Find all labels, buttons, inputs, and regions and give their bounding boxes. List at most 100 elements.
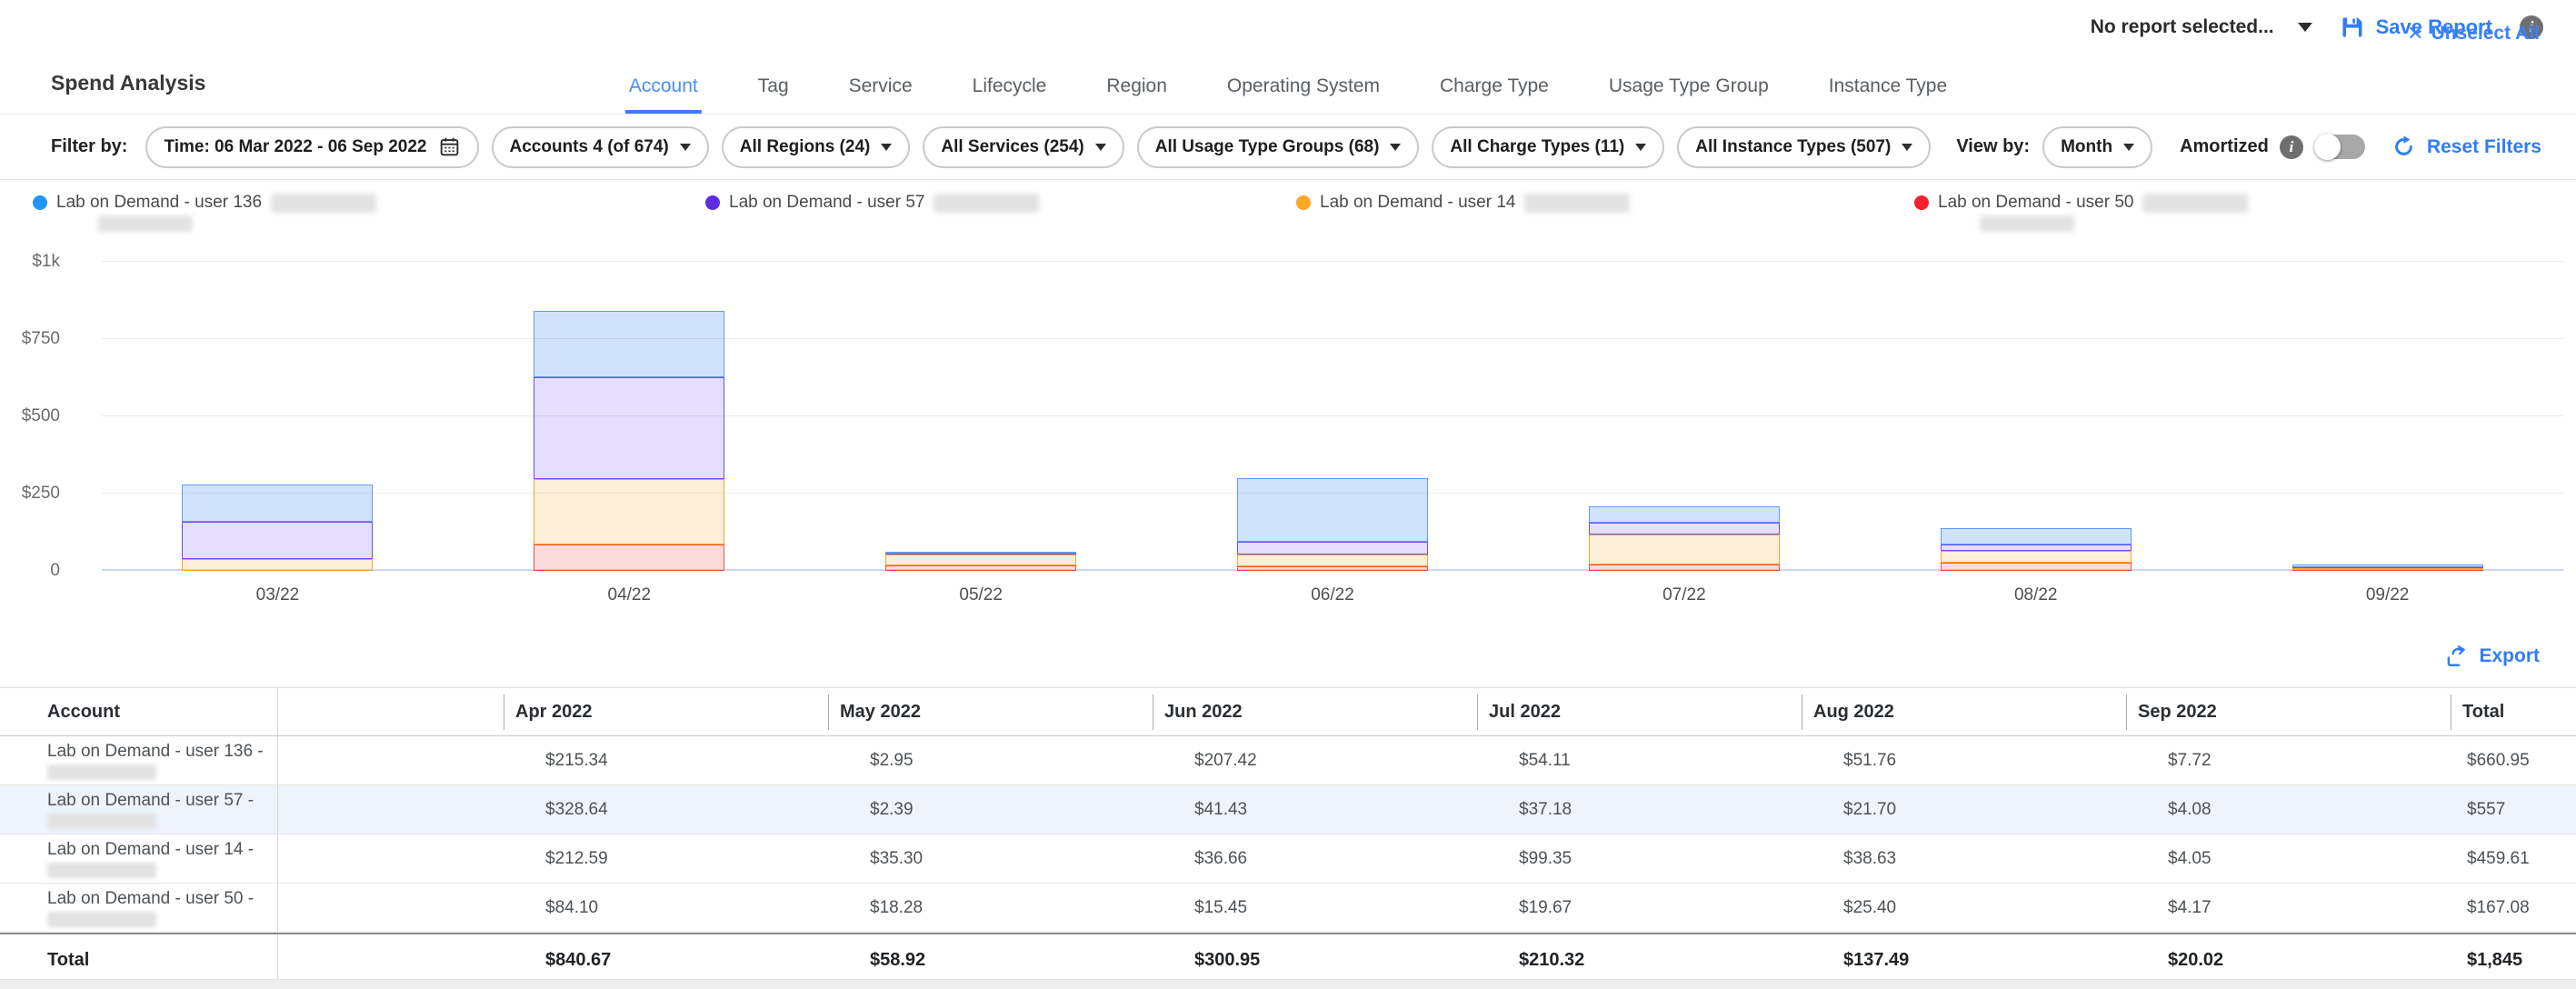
tab-account[interactable]: Account xyxy=(625,75,702,114)
table-header-aug-2022: Aug 2022 xyxy=(1802,694,2126,730)
value-cell: $15.45 xyxy=(1153,898,1477,918)
tab-charge-type[interactable]: Charge Type xyxy=(1436,75,1553,114)
bar-segment-lab-on-demand-user-136[interactable] xyxy=(885,552,1076,554)
table-body: Lab on Demand - user 136 -$215.34$2.95$2… xyxy=(0,736,2576,933)
filter-dropdown-value: All Usage Type Groups (68) xyxy=(1155,137,1380,157)
account-cell: Lab on Demand - user 14 - xyxy=(0,834,278,883)
save-icon xyxy=(2340,15,2365,40)
redacted-text xyxy=(47,863,156,878)
horizontal-scrollbar[interactable] xyxy=(0,979,2576,989)
bar-segment-lab-on-demand-user-57[interactable] xyxy=(1589,523,1780,534)
filter-dropdown-all-usage-type-groups-68[interactable]: All Usage Type Groups (68) xyxy=(1137,126,1420,168)
x-tick-label: 09/22 xyxy=(2212,585,2563,605)
report-selector-dropdown[interactable]: No report selected... xyxy=(2091,16,2312,38)
export-icon xyxy=(2444,644,2468,668)
legend-item-toggle[interactable]: Lab on Demand - user 50 xyxy=(1914,193,2576,213)
chevron-down-icon xyxy=(2123,144,2134,151)
report-selector-value: No report selected... xyxy=(2091,16,2274,38)
time-range-filter[interactable]: Time: 06 Mar 2022 - 06 Sep 2022 xyxy=(145,126,478,168)
legend-item-toggle[interactable]: Lab on Demand - user 57 xyxy=(705,193,1296,213)
bar-segment-lab-on-demand-user-14[interactable] xyxy=(534,479,724,544)
legend-item-toggle[interactable]: Lab on Demand - user 136 xyxy=(33,193,705,213)
bar-segment-lab-on-demand-user-14[interactable] xyxy=(1237,554,1428,565)
filter-dropdown-accounts-4-of-674[interactable]: Accounts 4 (of 674) xyxy=(492,126,709,168)
redacted-text xyxy=(47,814,156,829)
bar-segment-lab-on-demand-user-136[interactable] xyxy=(1237,478,1428,543)
filter-dropdown-all-regions-24[interactable]: All Regions (24) xyxy=(722,126,911,168)
value-cell: $4.08 xyxy=(2126,800,2451,820)
bar-segment-lab-on-demand-user-14[interactable] xyxy=(1589,534,1780,565)
tab-service[interactable]: Service xyxy=(845,75,916,114)
tab-usage-type-group[interactable]: Usage Type Group xyxy=(1605,75,1772,114)
bar-segment-lab-on-demand-user-50[interactable] xyxy=(534,544,724,571)
bar-segment-lab-on-demand-user-14[interactable] xyxy=(885,554,1076,565)
bar-segment-lab-on-demand-user-50[interactable] xyxy=(1941,563,2132,571)
value-cell: $25.40 xyxy=(1802,898,2126,918)
account-name: Lab on Demand - user 57 - xyxy=(47,791,277,811)
redacted-text xyxy=(47,764,156,780)
amortized-info-icon[interactable]: i xyxy=(2280,135,2303,159)
tab-lifecycle[interactable]: Lifecycle xyxy=(969,75,1051,114)
table-header-label: Aug 2022 xyxy=(1802,694,1894,730)
table-header-apr-2022: Apr 2022 xyxy=(504,694,828,730)
amortized-toggle[interactable] xyxy=(2314,135,2365,159)
chevron-down-icon xyxy=(1390,144,1401,151)
y-tick-label: $1k xyxy=(0,252,60,272)
unselect-all-button[interactable]: ✕ Unselect All xyxy=(2407,22,2540,45)
chevron-down-icon xyxy=(1902,144,1912,151)
filter-dropdown-value: All Services (254) xyxy=(941,137,1083,157)
legend-item-toggle[interactable]: Lab on Demand - user 14 xyxy=(1296,193,1914,213)
tab-operating-system[interactable]: Operating System xyxy=(1223,75,1383,114)
total-value-cell: $300.95 xyxy=(1153,950,1477,971)
bar-segment-lab-on-demand-user-136[interactable] xyxy=(2292,564,2483,567)
table-row-lab-on-demand-user-50: Lab on Demand - user 50 -$84.10$18.28$15… xyxy=(0,884,2576,933)
bar-segment-lab-on-demand-user-50[interactable] xyxy=(1237,566,1428,571)
account-cell: Lab on Demand - user 136 - xyxy=(0,736,278,784)
legend-label: Lab on Demand - user 14 xyxy=(1320,193,1515,213)
bar-segment-lab-on-demand-user-14[interactable] xyxy=(1941,551,2132,563)
export-button[interactable]: Export xyxy=(2444,644,2540,668)
table-header-sep-2022: Sep 2022 xyxy=(2126,694,2451,730)
legend-dot xyxy=(33,195,47,210)
tab-instance-type[interactable]: Instance Type xyxy=(1825,75,1951,114)
export-row: Export xyxy=(0,625,2576,687)
bar-segment-lab-on-demand-user-57[interactable] xyxy=(1941,544,2132,551)
value-cell: $660.95 xyxy=(2451,751,2576,771)
filter-dropdown-all-services-254[interactable]: All Services (254) xyxy=(923,126,1123,168)
tab-region[interactable]: Region xyxy=(1103,75,1171,114)
filter-dropdown-all-instance-types-507[interactable]: All Instance Types (507) xyxy=(1677,126,1931,168)
bar-segment-lab-on-demand-user-136[interactable] xyxy=(1941,528,2132,544)
value-cell: $459.61 xyxy=(2451,849,2576,869)
total-value-cell: $20.02 xyxy=(2126,950,2451,971)
plot-area xyxy=(102,262,2563,571)
bar-segment-lab-on-demand-user-14[interactable] xyxy=(182,559,373,571)
table-header-jul-2022: Jul 2022 xyxy=(1477,694,1802,730)
bar-segment-lab-on-demand-user-50[interactable] xyxy=(885,565,1076,571)
table-row-lab-on-demand-user-57: Lab on Demand - user 57 -$328.64$2.39$41… xyxy=(0,785,2576,834)
reset-filters-button[interactable]: Reset Filters xyxy=(2391,135,2541,159)
spend-chart: $1k$750$500$2500 03/2204/2205/2206/2207/… xyxy=(0,247,2576,625)
value-cell: $557 xyxy=(2451,800,2576,820)
bar-08-22 xyxy=(1860,262,2212,571)
bar-06-22 xyxy=(1157,262,1509,571)
table-header-account: Account xyxy=(0,688,278,735)
filter-dropdown-all-charge-types-11[interactable]: All Charge Types (11) xyxy=(1432,126,1664,168)
bar-segment-lab-on-demand-user-136[interactable] xyxy=(1589,506,1780,523)
y-tick-label: 0 xyxy=(0,561,60,581)
top-bar: No report selected... Save Report i xyxy=(0,0,2576,55)
x-tick-label: 08/22 xyxy=(1860,585,2212,605)
value-cell: $207.42 xyxy=(1153,751,1477,771)
filter-dropdown-value: All Instance Types (507) xyxy=(1695,137,1891,157)
total-label-cell: Total xyxy=(0,934,278,985)
legend-item-lab-on-demand-user-57: Lab on Demand - user 57 xyxy=(705,193,1296,213)
bar-segment-lab-on-demand-user-57[interactable] xyxy=(1237,542,1428,554)
tab-tag[interactable]: Tag xyxy=(754,75,793,114)
view-by-dropdown[interactable]: Month xyxy=(2042,126,2152,168)
bar-segment-lab-on-demand-user-136[interactable] xyxy=(534,311,724,377)
value-cell: $36.66 xyxy=(1153,849,1477,869)
bar-segment-lab-on-demand-user-57[interactable] xyxy=(534,377,724,479)
bar-segment-lab-on-demand-user-57[interactable] xyxy=(182,522,373,560)
x-tick-label: 06/22 xyxy=(1157,585,1509,605)
bar-segment-lab-on-demand-user-136[interactable] xyxy=(182,485,373,521)
bar-segment-lab-on-demand-user-50[interactable] xyxy=(1589,564,1780,571)
